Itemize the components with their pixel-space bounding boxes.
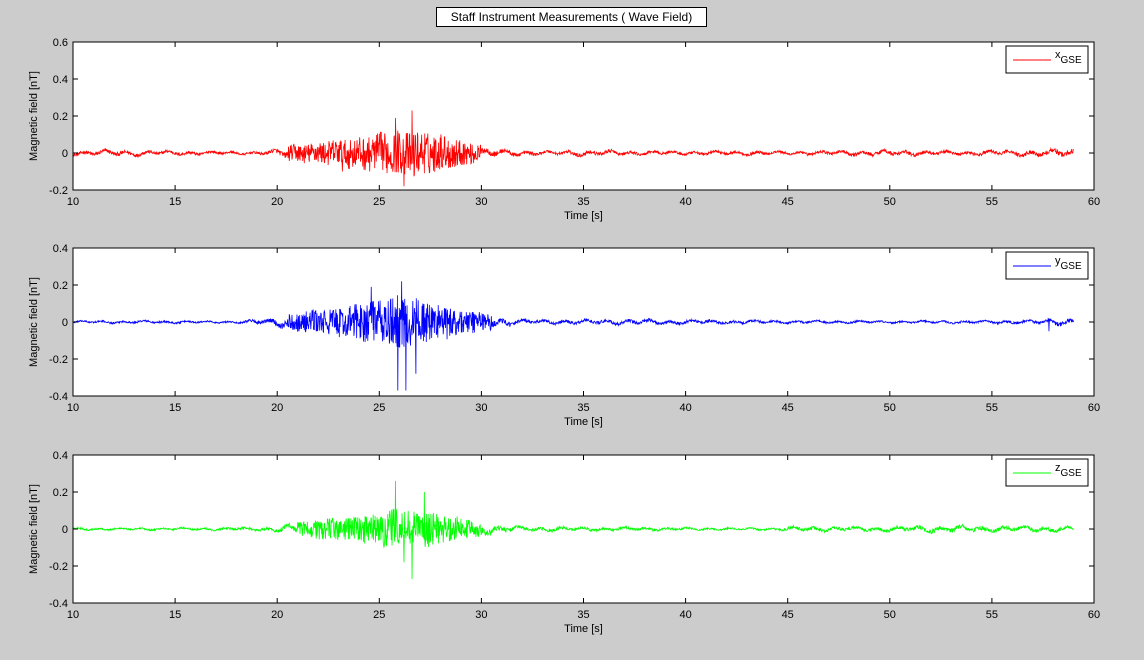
legend: xGSE xyxy=(1005,45,1089,74)
x-tick-label: 55 xyxy=(986,609,998,621)
x-tick-label: 30 xyxy=(475,196,487,208)
x-axis-label: Time [s] xyxy=(564,623,603,635)
y-tick-label: -0.4 xyxy=(49,598,68,610)
x-tick-label: 45 xyxy=(782,609,794,621)
x-tick-label: 40 xyxy=(679,402,691,414)
y-tick-label: 0 xyxy=(62,524,68,536)
legend: yGSE xyxy=(1005,251,1089,280)
y-axis-label: Magnetic field [nT] xyxy=(28,71,40,161)
x-tick-label: 20 xyxy=(271,196,283,208)
subplot-2: 10 15 20 25 30 35 40 45 50 55 60 -0.4 -0.2 0 0.2 0.4 Tim… xyxy=(28,243,1100,428)
legend-entry: zGSE xyxy=(1055,462,1082,479)
x-tick-label: 25 xyxy=(373,402,385,414)
x-tick-label: 10 xyxy=(67,609,79,621)
series-line-y xyxy=(72,281,1074,391)
y-tick-label: 0.4 xyxy=(53,243,68,255)
y-tick-label: 0.4 xyxy=(53,450,68,462)
series-line-z xyxy=(72,480,1074,579)
x-axis-label: Time [s] xyxy=(564,210,603,222)
y-tick-label: -0.2 xyxy=(49,185,68,197)
x-tick-label: 15 xyxy=(169,196,181,208)
x-tick-label: 60 xyxy=(1088,609,1100,621)
x-tick-label: 30 xyxy=(475,609,487,621)
x-tick-label: 50 xyxy=(884,609,896,621)
y-axis-label: Magnetic field [nT] xyxy=(28,277,40,367)
y-tick-label: -0.2 xyxy=(49,354,68,366)
x-tick-label: 60 xyxy=(1088,402,1100,414)
x-tick-label: 55 xyxy=(986,196,998,208)
legend-entry: xGSE xyxy=(1055,49,1082,66)
y-tick-label: 0.2 xyxy=(53,280,68,292)
y-tick-label: 0.2 xyxy=(53,111,68,123)
x-tick-label: 40 xyxy=(679,196,691,208)
x-tick-label: 15 xyxy=(169,402,181,414)
x-tick-label: 35 xyxy=(577,196,589,208)
x-tick-label: 10 xyxy=(67,196,79,208)
plot-area xyxy=(73,42,1094,190)
x-tick-label: 15 xyxy=(169,609,181,621)
x-tick-label: 45 xyxy=(782,196,794,208)
x-tick-label: 60 xyxy=(1088,196,1100,208)
x-tick-label: 50 xyxy=(884,196,896,208)
x-tick-label: 45 xyxy=(782,402,794,414)
x-tick-label: 20 xyxy=(271,609,283,621)
figure-title: Staff Instrument Measurements ( Wave Fie… xyxy=(436,7,707,27)
x-tick-label: 50 xyxy=(884,402,896,414)
x-tick-label: 25 xyxy=(373,609,385,621)
y-tick-label: 0.4 xyxy=(53,74,68,86)
x-tick-label: 35 xyxy=(577,402,589,414)
x-tick-label: 20 xyxy=(271,402,283,414)
y-tick-label: -0.2 xyxy=(49,561,68,573)
y-tick-label: 0 xyxy=(62,148,68,160)
x-tick-label: 10 xyxy=(67,402,79,414)
subplot-3: 10 15 20 25 30 35 40 45 50 55 60 -0.4 -0.2 0 0.2 0.4 Tim… xyxy=(28,450,1100,635)
y-tick-label: 0.2 xyxy=(53,487,68,499)
x-axis-label: Time [s] xyxy=(564,416,603,428)
x-tick-label: 55 xyxy=(986,402,998,414)
series-line-x xyxy=(72,110,1074,187)
subplot-1: 10 15 20 25 30 35 40 45 50 55 60 -0.2 0 0.2 0.4 0.6 Time… xyxy=(28,37,1100,222)
legend-entry: yGSE xyxy=(1055,255,1082,272)
y-tick-label: 0.6 xyxy=(53,37,68,49)
y-axis-label: Magnetic field [nT] xyxy=(28,484,40,574)
y-tick-label: -0.4 xyxy=(49,391,68,403)
y-tick-label: 0 xyxy=(62,317,68,329)
x-tick-label: 25 xyxy=(373,196,385,208)
legend: zGSE xyxy=(1005,458,1089,487)
x-tick-label: 35 xyxy=(577,609,589,621)
x-tick-label: 30 xyxy=(475,402,487,414)
x-tick-label: 40 xyxy=(679,609,691,621)
